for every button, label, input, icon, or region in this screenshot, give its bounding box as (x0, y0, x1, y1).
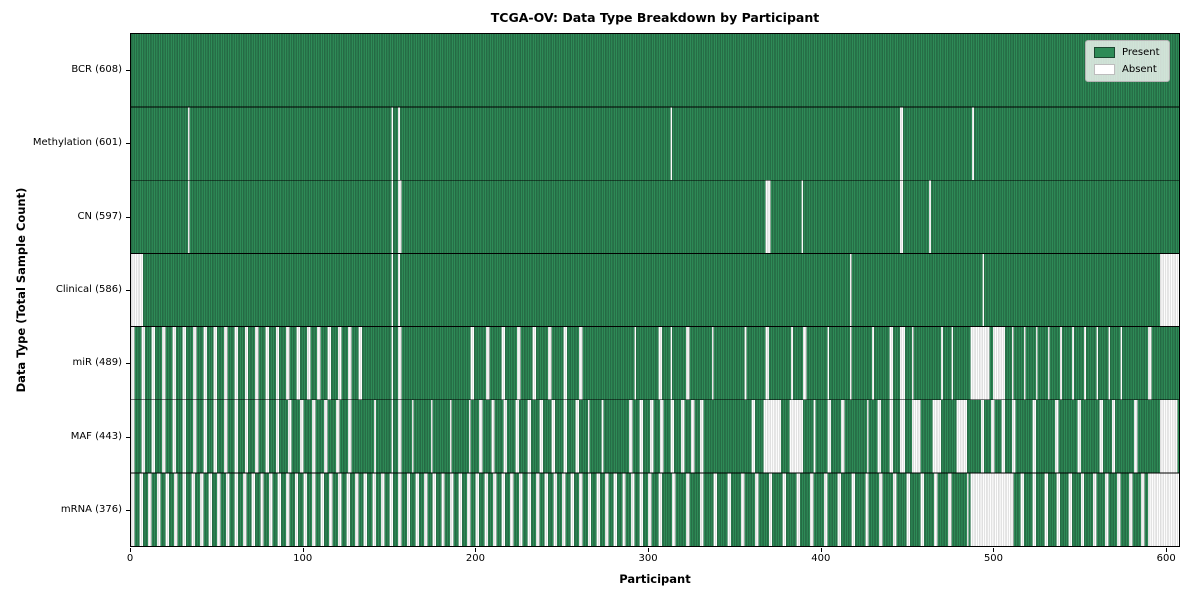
y-tick-label-clinical: Clinical (586) (55, 284, 122, 295)
y-tick-mark (126, 143, 130, 145)
x-tick-mark (475, 548, 477, 552)
heatmap-canvas (131, 34, 1179, 546)
y-tick-label-maf: MAF (443) (70, 430, 122, 442)
y-tick-label-cn: CN (597) (77, 210, 122, 222)
x-tick-mark (1166, 548, 1168, 552)
y-tick-mark (126, 363, 130, 365)
legend-swatch-absent (1094, 64, 1115, 75)
x-tick-mark (820, 548, 822, 552)
y-tick-label-mrna: mRNA (376) (60, 504, 122, 516)
legend: Present Absent (1085, 40, 1170, 82)
chart-title: TCGA-OV: Data Type Breakdown by Particip… (490, 10, 820, 25)
legend-item-present: Present (1094, 47, 1160, 58)
legend-swatch-present (1094, 47, 1115, 58)
x-tick-label-400: 400 (811, 553, 831, 564)
y-tick-mark (126, 510, 130, 512)
x-tick-label-200: 200 (465, 553, 485, 564)
legend-label-absent: Absent (1122, 64, 1157, 75)
x-tick-mark (648, 548, 650, 552)
plot-area (130, 33, 1180, 547)
legend-item-absent: Absent (1094, 64, 1160, 75)
x-tick-mark (302, 548, 304, 552)
x-tick-label-600: 600 (1156, 553, 1176, 564)
y-tick-mark (126, 216, 130, 218)
y-tick-label-methylation: Methylation (601) (32, 137, 122, 149)
x-tick-mark (993, 548, 995, 552)
x-tick-label-0: 0 (126, 553, 134, 564)
y-tick-mark (126, 69, 130, 71)
x-tick-label-500: 500 (983, 553, 1004, 564)
y-tick-mark (126, 436, 130, 438)
x-tick-label-100: 100 (293, 553, 313, 564)
x-tick-label-300: 300 (638, 553, 658, 564)
x-axis-label: Participant (619, 572, 691, 586)
legend-label-present: Present (1122, 47, 1160, 58)
y-tick-mark (126, 290, 130, 291)
y-tick-label-bcr: BCR (608) (71, 63, 122, 75)
x-tick-mark (130, 548, 131, 552)
y-tick-label-mir: miR (489) (72, 357, 122, 369)
